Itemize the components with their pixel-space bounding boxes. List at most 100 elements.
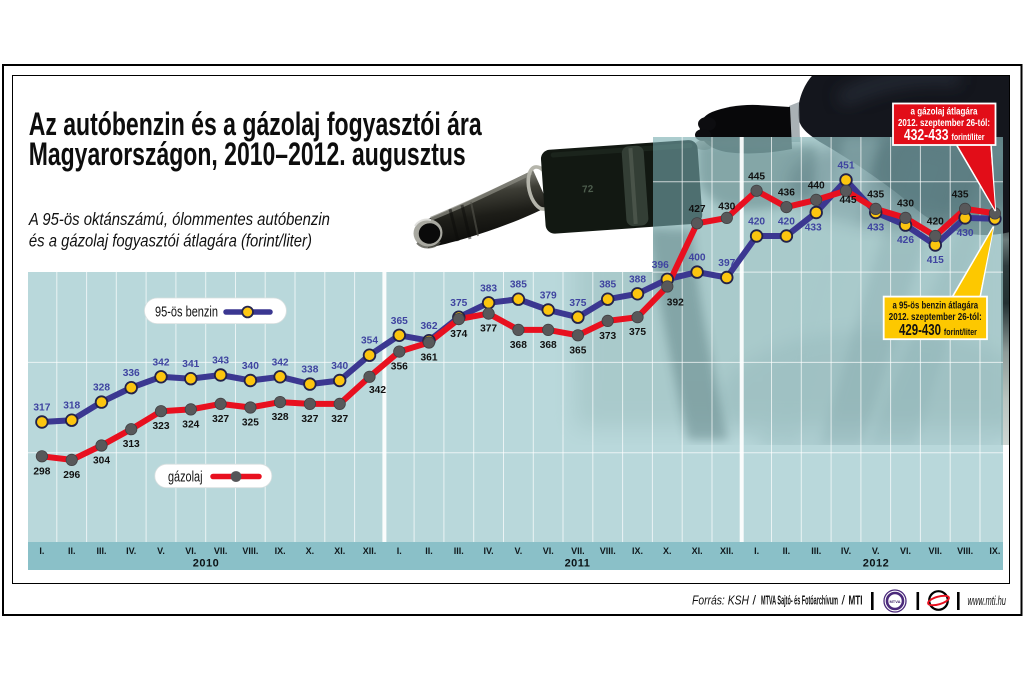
svg-text:VII.: VII.: [929, 546, 943, 556]
svg-text:432-433: 432-433: [904, 127, 949, 144]
svg-text:296: 296: [63, 470, 80, 481]
svg-text:327: 327: [301, 414, 318, 425]
svg-text:XI.: XI.: [692, 546, 703, 556]
svg-text:a gázolaj átlagára: a gázolaj átlagára: [911, 107, 978, 118]
svg-text:430: 430: [897, 198, 914, 209]
svg-text:III.: III.: [454, 546, 464, 556]
svg-text:420: 420: [748, 217, 765, 228]
svg-text:336: 336: [123, 368, 140, 379]
svg-text:2012: 2012: [863, 558, 889, 570]
svg-text:445: 445: [748, 171, 765, 182]
svg-text:2012. szeptember 26-tól:: 2012. szeptember 26-tól:: [889, 312, 982, 323]
svg-text:325: 325: [242, 418, 259, 429]
svg-text:392: 392: [667, 298, 684, 309]
svg-text:IX.: IX.: [989, 546, 1000, 556]
svg-text:95-ös benzin: 95-ös benzin: [155, 304, 218, 321]
svg-text:379: 379: [540, 291, 557, 302]
svg-text:forint/liter: forint/liter: [944, 327, 977, 337]
svg-text:430: 430: [718, 201, 735, 212]
svg-text:IV.: IV.: [841, 546, 851, 556]
svg-text:IV.: IV.: [126, 546, 136, 556]
svg-text:430: 430: [957, 228, 974, 239]
svg-text:361: 361: [421, 353, 438, 364]
svg-text:XI.: XI.: [334, 546, 345, 556]
svg-text:/: /: [753, 594, 757, 608]
svg-text:400: 400: [689, 253, 706, 264]
svg-text:436: 436: [778, 188, 795, 199]
svg-text:és a gázolaj fogyasztói átlagá: és a gázolaj fogyasztói átlagára (forint…: [29, 230, 312, 250]
svg-text:368: 368: [540, 340, 557, 351]
svg-text:MTVA: MTVA: [889, 599, 900, 604]
svg-text:420: 420: [778, 217, 795, 228]
svg-text:IV.: IV.: [484, 546, 494, 556]
svg-text:435: 435: [867, 189, 884, 200]
svg-text:XII.: XII.: [720, 546, 734, 556]
svg-text:377: 377: [480, 324, 497, 335]
svg-text:V.: V.: [157, 546, 165, 556]
svg-text:368: 368: [510, 340, 527, 351]
svg-text:III.: III.: [811, 546, 821, 556]
svg-text:Forrás: KSH: Forrás: KSH: [692, 594, 750, 608]
svg-text:forint/liter: forint/liter: [952, 132, 985, 142]
svg-text:327: 327: [212, 414, 229, 425]
svg-text:gázolaj: gázolaj: [168, 469, 203, 486]
svg-text:I.: I.: [397, 546, 402, 556]
svg-text:396: 396: [652, 260, 669, 271]
svg-text:356: 356: [391, 362, 408, 373]
svg-text:Az autóbenzin és a gázolaj fog: Az autóbenzin és a gázolaj fogyasztói ár…: [29, 106, 482, 142]
svg-text:A 95-ös oktánszámú, ólommentes: A 95-ös oktánszámú, ólommentes autóbenzi…: [28, 209, 330, 229]
svg-text:V.: V.: [872, 546, 880, 556]
svg-text:388: 388: [629, 274, 646, 285]
svg-text:451: 451: [838, 161, 855, 172]
svg-text:375: 375: [569, 298, 586, 309]
svg-text:VI.: VI.: [900, 546, 911, 556]
svg-text:I.: I.: [754, 546, 759, 556]
svg-text:338: 338: [301, 365, 318, 376]
svg-text:354: 354: [361, 336, 378, 347]
svg-text:2011: 2011: [565, 558, 591, 570]
svg-text:397: 397: [718, 258, 735, 269]
svg-text:VI.: VI.: [185, 546, 196, 556]
svg-text:426: 426: [897, 235, 914, 246]
svg-text:II.: II.: [425, 546, 433, 556]
svg-text:XII.: XII.: [363, 546, 377, 556]
svg-text:2012. szeptember 26-tól:: 2012. szeptember 26-tól:: [898, 118, 990, 129]
svg-text:IX.: IX.: [632, 546, 643, 556]
svg-text:429-430: 429-430: [899, 322, 941, 339]
svg-text:298: 298: [33, 466, 50, 477]
svg-text:VII.: VII.: [571, 546, 585, 556]
svg-text:433: 433: [805, 223, 822, 234]
svg-text:385: 385: [599, 280, 616, 291]
svg-text:313: 313: [123, 439, 140, 450]
svg-text:318: 318: [63, 401, 80, 412]
svg-text:415: 415: [927, 255, 944, 266]
svg-text:MTI: MTI: [849, 594, 863, 608]
svg-text:440: 440: [808, 180, 825, 191]
svg-text:IX.: IX.: [275, 546, 286, 556]
svg-text:VIII.: VIII.: [957, 546, 973, 556]
svg-text:341: 341: [182, 359, 199, 370]
svg-text:375: 375: [629, 327, 646, 338]
svg-text:374: 374: [450, 329, 467, 340]
svg-text:375: 375: [450, 298, 467, 309]
svg-text:340: 340: [331, 361, 348, 372]
svg-text:VI.: VI.: [543, 546, 554, 556]
svg-text:Magyarországon, 2010–2012. aug: Magyarországon, 2010–2012. augusztus: [29, 136, 466, 172]
svg-text:a 95-ös benzin átlagára: a 95-ös benzin átlagára: [893, 301, 979, 312]
svg-text:www.mti.hu: www.mti.hu: [968, 594, 1007, 608]
svg-text:342: 342: [272, 357, 289, 368]
svg-text:385: 385: [510, 280, 527, 291]
svg-text:327: 327: [331, 414, 348, 425]
svg-text:324: 324: [182, 419, 199, 430]
svg-text:II.: II.: [783, 546, 791, 556]
svg-text:365: 365: [569, 345, 586, 356]
svg-text:342: 342: [369, 385, 386, 396]
svg-text:328: 328: [93, 383, 110, 394]
svg-text:2010: 2010: [193, 558, 219, 570]
svg-text:304: 304: [93, 456, 110, 467]
svg-text:362: 362: [421, 321, 438, 332]
svg-text:72: 72: [582, 184, 594, 196]
svg-text:317: 317: [33, 403, 50, 414]
svg-text:383: 383: [480, 283, 497, 294]
svg-text:III.: III.: [96, 546, 106, 556]
